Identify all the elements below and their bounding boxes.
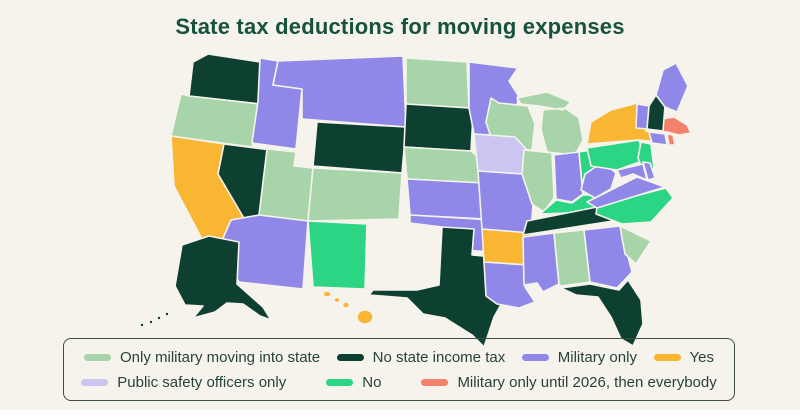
- legend-label-yes: Yes: [689, 348, 714, 366]
- state-in[interactable]: [553, 151, 584, 203]
- state-ia[interactable]: [473, 133, 527, 175]
- legend-item-military-only: Military only: [521, 348, 637, 366]
- state-me[interactable]: [655, 62, 689, 113]
- legend-swatch-yes: [653, 353, 681, 361]
- state-al[interactable]: [553, 229, 591, 287]
- legend-row-1: Only military moving into state No state …: [84, 349, 714, 366]
- state-ga[interactable]: [583, 225, 633, 289]
- legend-box: Only military moving into state No state …: [63, 338, 735, 401]
- legend-label-no-state-income-tax: No state income tax: [372, 348, 506, 366]
- legend-item-no: No: [326, 374, 381, 391]
- legend-swatch-public-safety-officers-only: [81, 378, 109, 386]
- state-nc[interactable]: [595, 187, 674, 225]
- legend-swatch-military-only: [521, 353, 549, 361]
- legend-item-military-only-until-2026: Military only until 2026, then everybody: [421, 373, 717, 391]
- legend-item-public-safety-officers-only: Public safety officers only: [81, 374, 286, 391]
- state-ut[interactable]: [258, 148, 314, 222]
- state-hi[interactable]: [322, 290, 374, 325]
- state-nd[interactable]: [405, 57, 470, 109]
- state-co[interactable]: [307, 167, 403, 222]
- legend-swatch-no: [326, 378, 354, 386]
- page-title: State tax deductions for moving expenses: [175, 14, 625, 39]
- state-md[interactable]: [616, 163, 648, 181]
- state-ne[interactable]: [403, 146, 485, 184]
- legend-label-no: No: [362, 373, 382, 391]
- legend-label-public-safety-officers-only: Public safety officers only: [117, 373, 287, 391]
- legend-swatch-only-military-moving-into-state: [84, 353, 111, 361]
- legend-label-military-only-until-2026: Military only until 2026, then everybody: [457, 373, 717, 391]
- state-mt[interactable]: [272, 55, 407, 128]
- footer-strip: [0, 410, 800, 420]
- state-nh[interactable]: [646, 94, 666, 132]
- state-mi[interactable]: [516, 91, 584, 156]
- state-de[interactable]: [642, 161, 656, 181]
- legend-label-only-military-moving-into-state: Only military moving into state: [120, 348, 321, 366]
- state-sc[interactable]: [619, 225, 652, 265]
- state-va[interactable]: [586, 176, 666, 209]
- state-ks[interactable]: [406, 178, 489, 220]
- legend-row-2: Public safety officers only No Military on…: [81, 373, 717, 391]
- legend-item-yes: Yes: [653, 348, 714, 366]
- state-fl[interactable]: [560, 279, 644, 347]
- legend-swatch-no-state-income-tax: [336, 353, 364, 361]
- state-wy[interactable]: [312, 121, 407, 174]
- state-ri[interactable]: [666, 133, 676, 146]
- state-ak[interactable]: [139, 235, 272, 328]
- legend-swatch-military-only-until-2026: [421, 378, 449, 386]
- state-wa[interactable]: [188, 53, 268, 105]
- state-ms[interactable]: [522, 232, 560, 293]
- legend-item-no-state-income-tax: No state income tax: [336, 348, 506, 366]
- legend-label-military-only: Military only: [557, 348, 637, 366]
- legend-item-only-military-moving-into-state: Only military moving into state: [84, 349, 320, 366]
- state-ct[interactable]: [648, 131, 668, 146]
- state-nm[interactable]: [307, 220, 368, 290]
- state-sd[interactable]: [403, 103, 474, 152]
